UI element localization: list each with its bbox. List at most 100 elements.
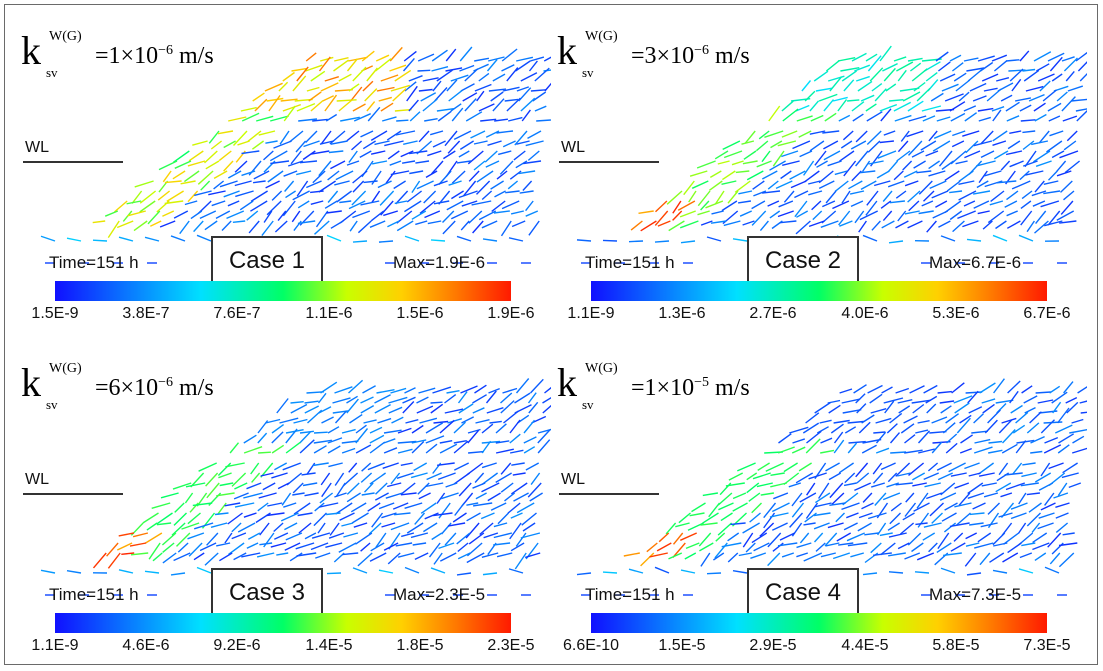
flow-vector-arrow [872, 462, 883, 475]
flow-vector-arrow [752, 472, 771, 480]
flow-vector-arrow [400, 482, 416, 496]
flow-vector-arrow [1009, 390, 1019, 404]
flow-vector-arrow [852, 113, 864, 122]
flow-vector-arrow [107, 220, 120, 238]
flow-vector-arrow [869, 67, 884, 82]
flow-vector-arrow [1028, 502, 1042, 513]
flow-vector-arrow [118, 532, 135, 537]
flow-vector-arrow [913, 81, 926, 92]
flow-vector-arrow [829, 502, 846, 506]
flow-vector-arrow [912, 472, 926, 481]
flow-vector-arrow [390, 387, 407, 394]
flow-vector-arrow [453, 421, 466, 434]
flow-vector-arrow [465, 522, 480, 539]
flow-vector-arrow [855, 393, 866, 404]
flow-vector-arrow [981, 398, 996, 404]
flow-vector-arrow [481, 423, 494, 434]
flow-vector-arrow [809, 100, 820, 112]
flow-vector-arrow [475, 419, 490, 424]
flow-vector-arrow [271, 472, 288, 479]
flow-vector-arrow [419, 200, 436, 214]
flow-vector-arrow [431, 160, 444, 175]
colorbar-tick: 7.3E-5 [1023, 637, 1071, 654]
flow-vector-arrow [401, 160, 416, 164]
flow-vector-arrow [1018, 532, 1034, 546]
flow-vector-arrow [472, 394, 487, 404]
flow-vector-arrow [176, 532, 191, 547]
flow-vector-arrow [225, 462, 245, 468]
flow-vector-arrow [763, 502, 777, 519]
flow-vector-arrow [382, 462, 399, 469]
flow-vector-arrow [689, 512, 705, 517]
flow-vector-arrow [511, 462, 525, 466]
flow-vector-arrow [148, 542, 161, 560]
flow-vector-arrow [394, 108, 412, 112]
flow-vector-arrow [847, 442, 858, 454]
flow-vector-arrow [865, 53, 878, 62]
flow-vector-arrow [867, 140, 881, 153]
time-label: Time=151 h [49, 253, 139, 272]
flow-vector-arrow [453, 462, 470, 471]
flow-vector-arrow [983, 170, 1002, 177]
flow-vector-arrow [270, 160, 290, 165]
water-level-label: WL [561, 139, 585, 156]
flow-vector-arrow [515, 378, 530, 394]
flow-vector-arrow [118, 236, 134, 242]
flow-vector-arrow [320, 56, 334, 62]
flow-vector-arrow [976, 160, 996, 167]
flow-vector-arrow [928, 160, 940, 170]
flow-vector-arrow [353, 522, 368, 528]
velocity-vector-field [40, 378, 551, 596]
flow-vector-arrow [437, 472, 456, 481]
flow-vector-arrow [790, 180, 807, 189]
flow-vector-arrow [723, 150, 743, 159]
flow-vector-arrow [992, 532, 1006, 546]
flow-vector-arrow [502, 387, 518, 394]
flow-vector-arrow [406, 522, 424, 534]
flow-vector-arrow [460, 385, 478, 394]
flow-vector-arrow [649, 552, 668, 558]
flow-vector-arrow [179, 220, 190, 235]
flow-vector-arrow [711, 210, 724, 215]
flow-vector-arrow [104, 210, 119, 217]
flow-vector-arrow [473, 160, 486, 171]
flow-vector-arrow [487, 492, 501, 502]
flow-vector-arrow [1024, 406, 1036, 414]
flow-vector-arrow [342, 552, 359, 556]
flow-vector-arrow [935, 51, 949, 62]
flow-vector-arrow [200, 180, 211, 191]
flow-vector-arrow [471, 200, 492, 206]
flow-vector-arrow [438, 542, 455, 550]
flow-vector-arrow [313, 512, 327, 527]
flow-vector-arrow [1037, 73, 1055, 82]
max-label: Max=1.9E-6 [393, 253, 486, 272]
flow-vector-arrow [1019, 170, 1030, 181]
flow-vector-arrow [451, 190, 464, 200]
flow-vector-arrow [262, 482, 276, 491]
flow-vector-arrow [995, 482, 1012, 493]
flow-vector-arrow [940, 235, 956, 242]
flow-vector-arrow [952, 220, 965, 233]
flow-vector-arrow [856, 472, 870, 484]
colorbar-tick: 1.5E-9 [31, 305, 79, 322]
flow-vector-arrow [495, 448, 514, 454]
flow-vector-arrow [306, 86, 320, 92]
flow-vector-arrow [949, 54, 962, 62]
flow-vector-arrow [1034, 180, 1045, 193]
flow-vector-arrow [396, 472, 414, 479]
flow-vector-arrow [315, 210, 329, 228]
flow-vector-arrow [1026, 512, 1041, 527]
flow-vector-arrow [129, 542, 147, 547]
flow-vector-arrow [320, 130, 332, 145]
flow-vector-arrow [838, 114, 851, 122]
flow-vector-arrow [485, 390, 497, 404]
flow-vector-arrow [187, 190, 199, 203]
flow-vector-arrow [936, 116, 951, 122]
flow-vector-arrow [658, 532, 670, 543]
colorbar-tick: 1.1E-9 [31, 637, 79, 654]
flow-vector-arrow [199, 210, 217, 220]
flow-vector-arrow [829, 76, 843, 92]
flow-vector-arrow [174, 160, 192, 169]
flow-vector-arrow [430, 567, 446, 574]
flow-vector-arrow [796, 115, 813, 122]
